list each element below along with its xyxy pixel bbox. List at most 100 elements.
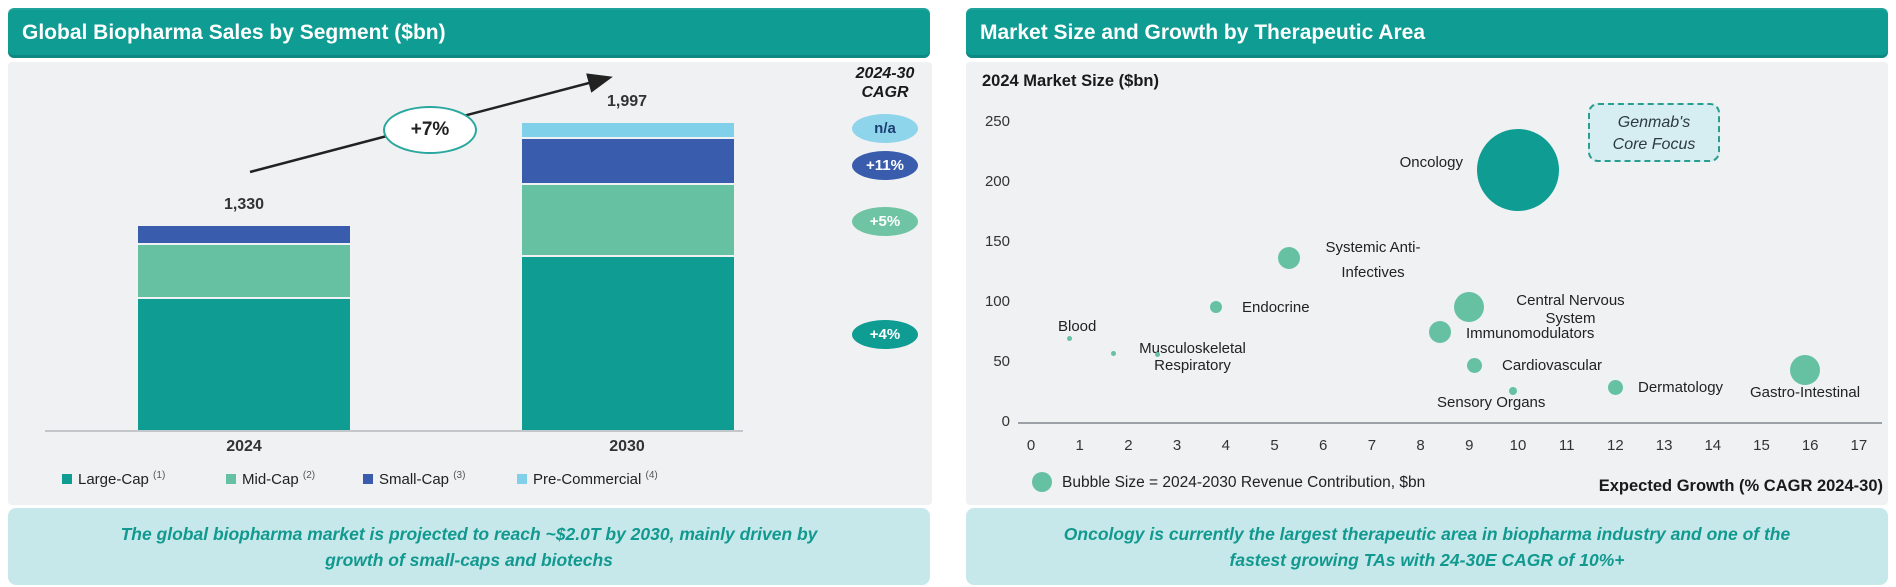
cagr-pill-11: +11% (852, 151, 918, 180)
legend-label-mid-cap: Mid-Cap (242, 471, 303, 488)
bar-segment-small-cap-2030 (522, 139, 734, 183)
legend-label-pre-commercial: Pre-Commercial (533, 471, 646, 488)
bubble-systemic-anti-infectives (1278, 246, 1301, 269)
bubble-label-immunomodulators: Immunomodulators (1466, 325, 1595, 342)
x-tick-16: 16 (1801, 437, 1819, 454)
x-tick-3: 3 (1172, 437, 1182, 454)
left-caption-line1: The global biopharma market is projected… (120, 524, 818, 544)
y-axis-title: 2024 Market Size ($bn) (982, 72, 1159, 90)
right-caption-band: Oncology is currently the largest therap… (966, 508, 1888, 585)
right-caption-line1: Oncology is currently the largest therap… (1063, 524, 1791, 544)
x-tick-13: 13 (1655, 437, 1673, 454)
category-label-2030: 2030 (609, 438, 645, 455)
bubble-oncology (1477, 129, 1559, 211)
legend-item-small-cap: Small-Cap (3) (363, 470, 465, 488)
bubble-respiratory (1155, 352, 1161, 358)
x-tick-7: 7 (1367, 437, 1377, 454)
bubble-label-gastro-intestinal: Gastro-Intestinal (1750, 384, 1861, 401)
right-x-axis-line (1018, 422, 1882, 424)
bubble-blood (1067, 335, 1073, 341)
left-chart-title: Global Biopharma Sales by Segment ($bn) (22, 21, 446, 44)
bubble-label-respiratory: Respiratory (1154, 357, 1231, 374)
bubble-cardiovascular (1466, 358, 1482, 374)
legend-footnote-small-cap: (3) (453, 470, 466, 481)
bar-segment-small-cap-2024 (138, 226, 350, 243)
cagr-title-line2: CAGR (861, 84, 909, 101)
bar-segment-large-cap-2030 (522, 257, 734, 430)
callout-line2: Core Focus (1612, 136, 1696, 153)
x-axis-title: Expected Growth (% CAGR 2024-30) (1598, 477, 1883, 495)
legend-footnote-mid-cap: (2) (302, 470, 316, 481)
x-tick-5: 5 (1270, 437, 1279, 454)
bubble-label-blood: Blood (1058, 318, 1097, 335)
bubble-size-legend-text: Bubble Size = 2024-2030 Revenue Contribu… (1062, 474, 1426, 491)
category-label-2024: 2024 (226, 438, 262, 455)
bubble-label-central-nervous-system-2: System (1545, 310, 1596, 327)
genmab-callout: Genmab's Core Focus (1588, 103, 1720, 162)
bar-segment-pre-commercial-2030 (522, 123, 734, 137)
y-tick-50: 50 (993, 353, 1010, 370)
bubble-label-dermatology: Dermatology (1638, 379, 1724, 396)
x-tick-4: 4 (1221, 437, 1230, 454)
x-tick-9: 9 (1465, 437, 1474, 454)
x-tick-1: 1 (1075, 437, 1084, 454)
cagr-pill-4: +4% (852, 320, 918, 349)
bar-segment-large-cap-2024 (138, 299, 350, 430)
legend-item-large-cap: Large-Cap (1) (62, 470, 165, 488)
legend-label-large-cap: Large-Cap (78, 471, 154, 488)
y-tick-250: 250 (984, 113, 1010, 130)
y-tick-150: 150 (984, 233, 1010, 250)
y-tick-100: 100 (984, 293, 1010, 310)
legend-swatch-mid-cap (226, 474, 236, 484)
bar-total-2030: 1,997 (606, 93, 648, 110)
legend-item-mid-cap: Mid-Cap (2) (226, 470, 315, 488)
bubble-size-legend-icon (1032, 472, 1052, 492)
x-tick-0: 0 (1026, 437, 1036, 454)
y-tick-200: 200 (984, 173, 1010, 190)
cagr-title-line1: 2024-30 (855, 65, 915, 82)
bubble-label-cardiovascular: Cardiovascular (1502, 357, 1603, 374)
bubble-label-oncology: Oncology (1399, 154, 1463, 171)
right-caption-line2: fastest growing TAs with 24-30E CAGR of … (1229, 550, 1625, 570)
bubble-label-systemic-anti-infectives-2: Infectives (1341, 264, 1405, 281)
right-chart-area (966, 62, 1888, 505)
bubble-label-musculoskeletal: Musculoskeletal (1139, 340, 1246, 357)
x-tick-2: 2 (1124, 437, 1133, 454)
x-tick-17: 17 (1850, 437, 1868, 454)
callout-line1: Genmab's (1617, 114, 1691, 131)
legend-footnote-large-cap: (1) (153, 470, 166, 481)
cagr-pill-5: +5% (852, 207, 918, 236)
bubble-dermatology (1607, 379, 1623, 395)
x-tick-8: 8 (1416, 437, 1425, 454)
bubble-gastro-intestinal (1790, 355, 1821, 386)
x-tick-12: 12 (1607, 437, 1624, 454)
x-tick-15: 15 (1753, 437, 1770, 454)
cagr-pill-n-a: n/a (852, 114, 918, 143)
left-x-axis-line (45, 430, 743, 432)
growth-rate-oval: +7% (383, 106, 477, 154)
legend-label-small-cap: Small-Cap (379, 471, 454, 488)
bubble-label-endocrine: Endocrine (1242, 299, 1310, 316)
legend-swatch-pre-commercial (517, 474, 527, 484)
bubble-sensory-organs (1509, 386, 1518, 395)
legend-footnote-pre-commercial: (4) (645, 470, 658, 481)
left-panel-header: Global Biopharma Sales by Segment ($bn) (8, 8, 930, 58)
legend-swatch-large-cap (62, 474, 72, 484)
bubble-immunomodulators (1429, 321, 1452, 343)
left-caption-band: The global biopharma market is projected… (8, 508, 930, 585)
x-tick-10: 10 (1509, 437, 1527, 454)
bubble-label-sensory-organs: Sensory Organs (1437, 394, 1546, 411)
bubble-label-central-nervous-system-1: Central Nervous (1516, 292, 1625, 309)
bubble-endocrine (1210, 300, 1223, 313)
bubble-musculoskeletal (1111, 351, 1117, 357)
bar-segment-mid-cap-2030 (522, 185, 734, 255)
growth-rate-label: +7% (410, 119, 450, 140)
y-tick-0: 0 (1001, 413, 1010, 430)
right-panel-header: Market Size and Growth by Therapeutic Ar… (966, 8, 1888, 58)
bubble-central-nervous-system (1454, 291, 1485, 322)
x-tick-6: 6 (1319, 437, 1328, 454)
left-caption-line2: growth of small-caps and biotechs (325, 550, 613, 570)
bar-total-2024: 1,330 (223, 196, 265, 213)
bar-segment-mid-cap-2024 (138, 245, 350, 297)
